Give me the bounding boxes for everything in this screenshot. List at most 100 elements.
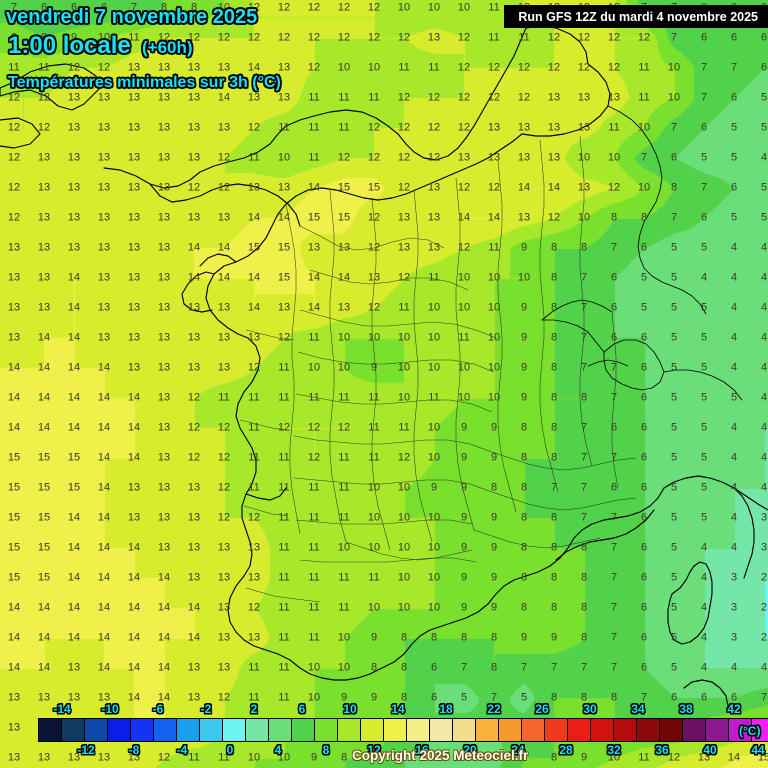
grid-temperature-value: 13 (157, 361, 171, 374)
grid-temperature-value: 8 (640, 211, 648, 224)
grid-temperature-value: 13 (127, 511, 141, 524)
grid-temperature-value: 8 (490, 661, 498, 674)
grid-temperature-value: 14 (307, 271, 321, 284)
grid-temperature-value: 5 (670, 241, 678, 254)
grid-temperature-value: 13 (37, 301, 51, 314)
grid-temperature-value: 13 (127, 241, 141, 254)
grid-temperature-value: 14 (67, 631, 81, 644)
grid-temperature-value: 11 (308, 601, 320, 614)
grid-temperature-value: 7 (610, 631, 618, 644)
grid-temperature-value: 11 (458, 331, 470, 344)
grid-temperature-value: 14 (7, 601, 21, 614)
color-scale-bar[interactable] (38, 718, 768, 742)
grid-temperature-value: 7 (700, 181, 708, 194)
grid-temperature-value: 12 (517, 91, 531, 104)
grid-temperature-value: 8 (580, 571, 588, 584)
grid-temperature-value: 7 (670, 31, 678, 44)
grid-temperature-value: 13 (7, 241, 21, 254)
weather-map[interactable]: 7 6 6 6 7 8 8 10 12 12 12 12 12 10 10 10 11 12 12 12 12 7 7 6 6 6… (0, 0, 768, 708)
grid-temperature-value: 9 (490, 571, 498, 584)
grid-temperature-value: 9 (520, 241, 528, 254)
grid-temperature-value: 13 (157, 331, 171, 344)
color-scale-cell (545, 719, 568, 741)
grid-temperature-value: 5 (640, 301, 648, 314)
grid-temperature-value: 14 (97, 661, 111, 674)
color-scale-tick: 26 (535, 702, 549, 716)
grid-temperature-value: 5 (760, 211, 768, 224)
grid-temperature-value: 13 (247, 181, 261, 194)
grid-temperature-value: 13 (187, 361, 201, 374)
grid-temperature-value: 6 (610, 301, 618, 314)
grid-temperature-value: 6 (640, 421, 648, 434)
grid-temperature-value: 11 (308, 481, 320, 494)
grid-temperature-value: 9 (310, 751, 318, 764)
grid-temperature-value: 12 (457, 181, 471, 194)
grid-temperature-value: 5 (760, 181, 768, 194)
grid-temperature-value: 11 (278, 661, 290, 674)
color-scale-tick: 8 (322, 743, 330, 757)
grid-temperature-value: 11 (128, 31, 140, 44)
grid-temperature-value: 10 (307, 691, 321, 704)
grid-temperature-value: 12 (397, 91, 411, 104)
grid-temperature-value: 5 (670, 301, 678, 314)
grid-temperature-value: 14 (157, 691, 171, 704)
grid-temperature-value: 11 (218, 751, 230, 764)
grid-temperature-value: 4 (730, 271, 738, 284)
grid-temperature-value: 14 (97, 571, 111, 584)
grid-temperature-value: 7 (610, 571, 618, 584)
grid-temperature-value: 4 (760, 241, 768, 254)
grid-temperature-value: 10 (307, 661, 321, 674)
grid-temperature-value: 4 (760, 151, 768, 164)
grid-temperature-value: 12 (397, 121, 411, 134)
grid-temperature-value: 8 (550, 571, 558, 584)
grid-temperature-value: 5 (460, 691, 468, 704)
grid-temperature-value: 14 (37, 391, 51, 404)
grid-temperature-value: 12 (367, 151, 381, 164)
grid-temperature-value: 6 (640, 241, 648, 254)
grid-temperature-value: 13 (97, 301, 111, 314)
grid-temperature-value: 14 (307, 181, 321, 194)
grid-temperature-value: 14 (157, 601, 171, 614)
grid-temperature-value: 11 (248, 391, 260, 404)
grid-temperature-value: 8 (520, 751, 528, 764)
grid-temperature-value: 2 (760, 601, 768, 614)
grid-temperature-value: 4 (700, 631, 708, 644)
grid-temperature-value: 11 (278, 451, 290, 464)
grid-temperature-value: 11 (308, 541, 320, 554)
grid-temperature-value: 10 (457, 271, 471, 284)
color-scale-cell (568, 719, 591, 741)
grid-temperature-value: 4 (760, 391, 768, 404)
grid-temperature-value: 8 (670, 181, 678, 194)
grid-temperature-value: 9 (580, 751, 588, 764)
grid-temperature-value: 14 (67, 541, 81, 554)
grid-temperature-value: 14 (37, 661, 51, 674)
grid-temperature-value: 4 (730, 661, 738, 674)
grid-temperature-value: 4 (760, 421, 768, 434)
grid-temperature-value: 10 (397, 481, 411, 494)
grid-temperature-value: 13 (187, 541, 201, 554)
grid-temperature-value: 12 (217, 691, 231, 704)
grid-temperature-value: 15 (37, 481, 51, 494)
color-scale-cell (177, 719, 200, 741)
grid-temperature-value: 10 (397, 361, 411, 374)
color-scale-tick: 30 (583, 702, 597, 716)
grid-temperature-value: 8 (40, 31, 48, 44)
grid-temperature-value: 13 (187, 301, 201, 314)
grid-temperature-value: 6 (610, 421, 618, 434)
grid-temperature-value: 14 (67, 331, 81, 344)
color-scale-tick: 14 (391, 702, 405, 716)
grid-temperature-value: 7 (610, 451, 618, 464)
grid-temperature-value: 7 (580, 361, 588, 374)
grid-temperature-value: 13 (157, 481, 171, 494)
grid-temperature-value: 12 (187, 181, 201, 194)
grid-temperature-value: 13 (247, 571, 261, 584)
grid-temperature-value: 7 (580, 301, 588, 314)
grid-temperature-value: 9 (490, 451, 498, 464)
grid-temperature-value: 9 (460, 511, 468, 524)
grid-temperature-value: 5 (760, 91, 768, 104)
grid-temperature-value: 9 (430, 481, 438, 494)
color-scale-tick: 44 (751, 743, 765, 757)
grid-temperature-value: 13 (7, 331, 21, 344)
grid-temperature-value: 6 (640, 541, 648, 554)
grid-temperature-value: 8 (400, 691, 408, 704)
